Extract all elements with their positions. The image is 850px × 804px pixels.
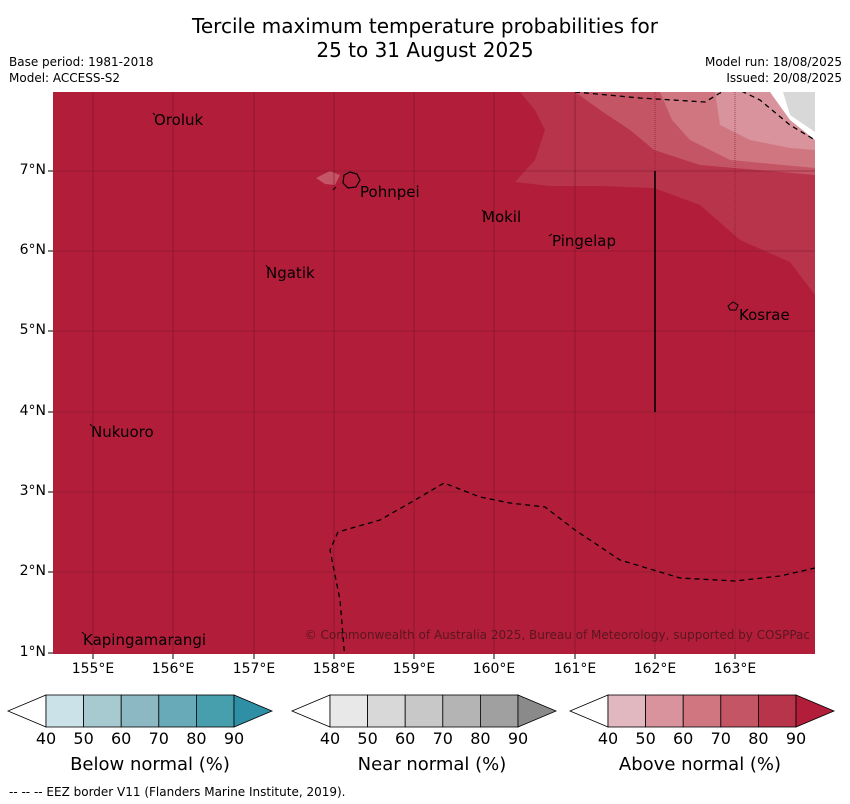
colorbar-segment xyxy=(367,694,406,728)
y-tick-label: 4°N xyxy=(19,403,46,419)
x-tick-label: 155°E xyxy=(71,661,115,677)
colorbar-segment xyxy=(195,694,235,728)
colorbar-segment xyxy=(83,694,122,728)
map-fill xyxy=(53,92,815,654)
near-50-region xyxy=(783,92,815,132)
kosrae-island xyxy=(727,301,739,311)
colorbar-tick-label: 40 xyxy=(319,729,341,748)
colorbar-tick-label: 60 xyxy=(111,729,132,748)
colorbar-extend-low xyxy=(290,694,331,728)
colorbar-below-normal xyxy=(6,694,274,728)
colorbar-tick-label: 50 xyxy=(357,729,378,748)
colorbar-tick-label: 60 xyxy=(673,729,694,748)
x-tick-label: 157°E xyxy=(232,661,276,677)
y-tick-label: 1°N xyxy=(19,644,46,660)
colorbar-extend-high xyxy=(517,694,558,728)
colorbar-segment xyxy=(45,694,84,728)
colorbar-extend-high xyxy=(795,694,836,728)
near-normal-label: Near normal (%) xyxy=(357,754,507,775)
colorbar-tick-label: 90 xyxy=(785,729,807,748)
colorbar-tick-label: 50 xyxy=(73,729,94,748)
x-tick-label: 156°E xyxy=(151,661,195,677)
place-nukuoro: Nukuoro xyxy=(91,423,154,441)
place-mokil: Mokil xyxy=(482,208,522,226)
place-pohnpei: Pohnpei xyxy=(360,183,420,201)
colorbar-extend-high xyxy=(233,694,274,728)
colorbar-tick-label: 70 xyxy=(432,729,453,748)
place-pingelap: Pingelap xyxy=(552,232,617,250)
colorbar-segment xyxy=(645,694,684,728)
copyright-notice: © Commonwealth of Australia 2025, Bureau… xyxy=(304,628,810,642)
place-ngatik: Ngatik xyxy=(266,264,315,282)
issued-date: Issued: 20/08/2025 xyxy=(726,71,842,85)
eez-footnote: -- -- -- EEZ border V11 (Flanders Marine… xyxy=(9,785,346,799)
place-kosrae: Kosrae xyxy=(739,306,790,324)
colorbar-tick-label: 80 xyxy=(748,729,769,748)
colorbars xyxy=(6,694,836,728)
place-kapingamarangi: Kapingamarangi xyxy=(83,631,207,649)
colorbar-tick-label: 40 xyxy=(35,729,57,748)
colorbar-above-normal xyxy=(568,694,836,728)
map-title: Tercile maximum temperature probabilitie… xyxy=(0,14,850,62)
colorbar-segment xyxy=(120,694,160,728)
colorbar-segment xyxy=(442,694,481,728)
x-tick-label: 160°E xyxy=(472,661,516,677)
y-tick-label: 2°N xyxy=(19,563,46,579)
meta-left: Base period: 1981-2018 Model: ACCESS-S2 xyxy=(9,54,154,86)
meta-right: Model run: 18/08/2025 Issued: 20/08/2025 xyxy=(705,54,842,86)
colorbar-tick-label: 90 xyxy=(507,729,529,748)
title-line-1: Tercile maximum temperature probabilitie… xyxy=(192,14,658,38)
colorbar-segment xyxy=(758,694,797,728)
colorbar-tick-label: 70 xyxy=(148,729,169,748)
colorbar-tick-label: 40 xyxy=(597,729,619,748)
colorbar-segment xyxy=(479,694,519,728)
y-tick-label: 7°N xyxy=(19,162,46,178)
title-line-2: 25 to 31 August 2025 xyxy=(316,38,534,62)
y-tick-label: 3°N xyxy=(19,483,46,499)
pohnpei-island xyxy=(342,171,361,189)
below-normal-label: Below normal (%) xyxy=(70,754,230,775)
colorbar-segment xyxy=(158,694,197,728)
colorbar-tick-label: 80 xyxy=(186,729,207,748)
model-name: Model: ACCESS-S2 xyxy=(9,71,121,85)
ant-atoll xyxy=(332,186,337,191)
colorbar-segment xyxy=(682,694,722,728)
y-tick-label: 5°N xyxy=(19,322,46,338)
colorbar-segment xyxy=(404,694,444,728)
colorbar-extend-low xyxy=(568,694,609,728)
x-tick-label: 162°E xyxy=(633,661,677,677)
axis-ticks xyxy=(48,170,736,659)
model-run: Model run: 18/08/2025 xyxy=(704,55,842,69)
colorbar-tick-label: 70 xyxy=(710,729,731,748)
y-tick-label: 6°N xyxy=(19,242,46,258)
eez-borders xyxy=(329,92,815,654)
atoll-marks xyxy=(81,112,553,635)
colorbar-tick-label: 90 xyxy=(223,729,245,748)
colorbar-tick-label: 60 xyxy=(395,729,416,748)
gridlines xyxy=(53,92,815,654)
x-tick-label: 163°E xyxy=(713,661,757,677)
x-tick-label: 158°E xyxy=(312,661,356,677)
colorbar-segment xyxy=(329,694,368,728)
colorbar-near-normal xyxy=(290,694,558,728)
colorbar-extend-low xyxy=(6,694,47,728)
colorbar-segment xyxy=(607,694,646,728)
above-normal-label: Above normal (%) xyxy=(618,754,782,775)
x-tick-label: 159°E xyxy=(392,661,436,677)
place-oroluk: Oroluk xyxy=(154,111,204,129)
colorbar-segment xyxy=(720,694,759,728)
x-tick-label: 161°E xyxy=(553,661,597,677)
colorbar-tick-label: 80 xyxy=(470,729,491,748)
base-period: Base period: 1981-2018 xyxy=(9,55,154,69)
colorbar-tick-label: 50 xyxy=(635,729,656,748)
